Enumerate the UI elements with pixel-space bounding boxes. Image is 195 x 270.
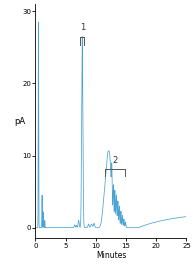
Text: 1: 1 bbox=[80, 23, 85, 32]
Y-axis label: pA: pA bbox=[14, 117, 25, 126]
Text: 2: 2 bbox=[112, 156, 118, 165]
X-axis label: Minutes: Minutes bbox=[96, 251, 126, 261]
